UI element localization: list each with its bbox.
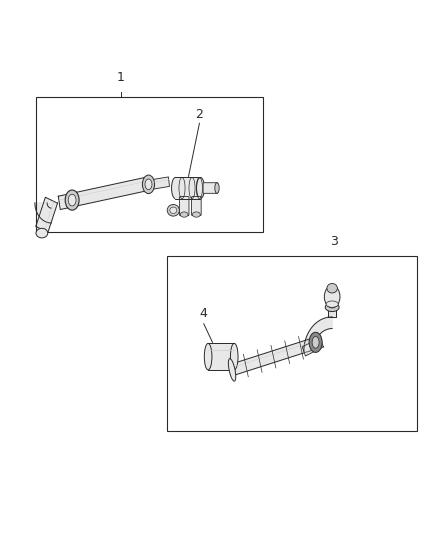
- Ellipse shape: [197, 177, 205, 199]
- Text: 3: 3: [330, 235, 338, 248]
- Bar: [176, 177, 201, 199]
- Ellipse shape: [325, 303, 339, 312]
- Ellipse shape: [170, 207, 177, 214]
- Ellipse shape: [65, 190, 79, 210]
- FancyBboxPatch shape: [191, 197, 201, 216]
- Ellipse shape: [192, 212, 200, 217]
- Bar: [167, 256, 417, 431]
- Polygon shape: [35, 203, 51, 223]
- Ellipse shape: [309, 332, 322, 352]
- Ellipse shape: [36, 228, 48, 238]
- Ellipse shape: [228, 359, 236, 381]
- Polygon shape: [36, 197, 57, 232]
- Bar: [208, 343, 234, 370]
- Ellipse shape: [230, 343, 238, 370]
- Ellipse shape: [326, 301, 338, 308]
- Ellipse shape: [142, 175, 155, 193]
- Ellipse shape: [172, 177, 180, 199]
- FancyBboxPatch shape: [180, 197, 189, 216]
- Ellipse shape: [145, 179, 152, 190]
- Text: 2: 2: [195, 108, 203, 120]
- Polygon shape: [152, 177, 170, 189]
- Polygon shape: [302, 338, 323, 356]
- Ellipse shape: [68, 194, 76, 206]
- Ellipse shape: [167, 205, 180, 216]
- Ellipse shape: [324, 286, 340, 308]
- Ellipse shape: [180, 212, 188, 217]
- Ellipse shape: [327, 284, 337, 293]
- Polygon shape: [231, 338, 316, 376]
- Ellipse shape: [215, 183, 219, 193]
- Polygon shape: [304, 317, 332, 351]
- Polygon shape: [328, 306, 336, 317]
- Text: 1: 1: [117, 70, 125, 84]
- Polygon shape: [58, 177, 146, 209]
- Ellipse shape: [312, 336, 319, 348]
- Text: 4: 4: [200, 306, 208, 319]
- Bar: [36, 97, 262, 232]
- Ellipse shape: [204, 343, 212, 370]
- FancyBboxPatch shape: [203, 183, 218, 193]
